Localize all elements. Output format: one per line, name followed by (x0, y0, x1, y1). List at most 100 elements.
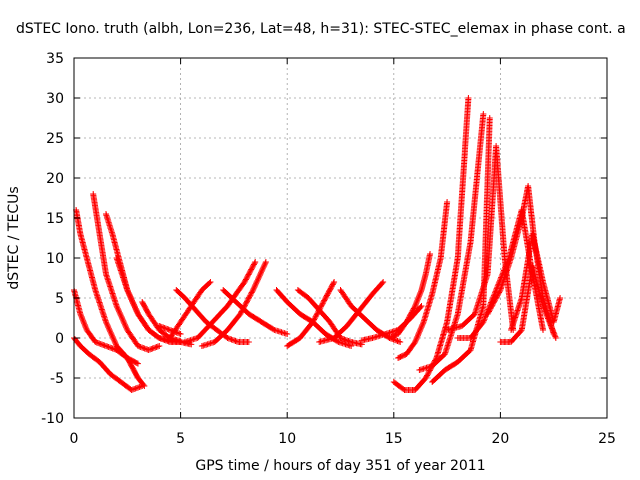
marker-run (529, 263, 546, 308)
series-arc-w (416, 111, 487, 373)
marker-run (508, 216, 525, 261)
marker-point (207, 279, 214, 285)
marker-run (420, 292, 435, 325)
marker-run (85, 351, 102, 365)
series-arc-z (454, 207, 547, 341)
marker-run (177, 304, 194, 325)
x-tick-label: 25 (598, 431, 616, 447)
marker-run (429, 256, 444, 297)
marker-run (284, 299, 302, 316)
x-axis-label: GPS time / hours of day 351 of year 2011 (195, 458, 485, 474)
marker-run (508, 328, 524, 345)
marker-run (497, 256, 514, 293)
marker-run (241, 260, 258, 285)
series-arc-bb (497, 263, 559, 345)
marker-run (113, 343, 130, 360)
marker-run (103, 271, 120, 308)
marker-run (145, 343, 161, 353)
marker-run (493, 143, 508, 260)
marker-run (297, 320, 315, 341)
marker-run (83, 255, 98, 292)
marker-run (429, 368, 447, 385)
marker-run (412, 288, 424, 309)
marker-run (250, 260, 269, 293)
marker-run (96, 359, 113, 376)
marker-run (395, 351, 409, 361)
marker-point (465, 95, 472, 101)
series-arc-t (386, 251, 434, 341)
marker-run (258, 319, 277, 333)
y-tick-label: 30 (46, 91, 64, 107)
marker-run (459, 312, 477, 329)
y-tick-label: 0 (55, 331, 64, 347)
marker-point (188, 341, 195, 348)
marker-run (103, 211, 115, 236)
marker-run (361, 315, 379, 332)
marker-run (422, 252, 433, 277)
y-axis-label: dSTEC / TECUs (6, 186, 22, 289)
marker-run (198, 280, 213, 293)
marker-run (90, 191, 103, 236)
marker-run (467, 112, 487, 245)
marker-run (77, 343, 91, 356)
marker-run (369, 280, 386, 297)
marker-run (113, 303, 130, 332)
marker-run (386, 331, 400, 341)
marker-point (480, 111, 487, 117)
marker-run (412, 320, 427, 345)
marker-point (397, 339, 404, 345)
marker-point (156, 343, 163, 349)
marker-run (358, 335, 375, 344)
series-arc-g (139, 299, 184, 345)
series-arc-l (198, 259, 269, 349)
marker-run (233, 299, 251, 316)
marker-run (96, 231, 109, 276)
series-arc-d (90, 191, 163, 353)
marker-run (107, 371, 123, 385)
marker-run (412, 376, 428, 393)
y-tick-label: -5 (50, 371, 64, 387)
marker-point (134, 360, 141, 367)
marker-run (442, 359, 460, 373)
marker-run (209, 304, 230, 325)
marker-point (557, 295, 564, 301)
marker-run (356, 292, 375, 313)
marker-run (454, 160, 468, 261)
marker-point (540, 327, 547, 333)
x-tick-label: 5 (176, 431, 185, 447)
x-tick-label: 15 (385, 431, 403, 447)
marker-run (444, 323, 464, 333)
marker-run (316, 335, 336, 345)
marker-run (294, 287, 311, 301)
marker-point (177, 331, 184, 337)
marker-run (390, 379, 407, 393)
marker-run (124, 327, 141, 348)
marker-run (461, 96, 472, 165)
chart-title: dSTEC Iono. truth (albh, Lon=236, Lat=48… (16, 21, 626, 37)
marker-run (71, 287, 83, 316)
marker-run (348, 303, 366, 320)
marker-run (418, 272, 429, 293)
marker-point (444, 199, 451, 205)
marker-run (224, 312, 243, 333)
marker-run (322, 280, 337, 301)
marker-run (529, 271, 546, 332)
marker-run (395, 320, 409, 337)
marker-run (316, 307, 332, 324)
marker-run (77, 311, 90, 332)
series-arc-m (220, 287, 291, 337)
series-arc-j (166, 279, 214, 341)
marker-run (429, 352, 447, 369)
marker-run (525, 183, 538, 244)
marker-run (471, 272, 491, 317)
marker-run (109, 231, 122, 260)
marker-point (139, 383, 146, 389)
marker-run (337, 287, 354, 308)
series-arc-q (316, 279, 387, 345)
marker-run (73, 207, 84, 236)
marker-run (83, 327, 98, 344)
series-arc-c (73, 207, 141, 367)
marker-run (192, 307, 209, 324)
series-arc-u (395, 199, 451, 361)
marker-point (177, 338, 184, 345)
